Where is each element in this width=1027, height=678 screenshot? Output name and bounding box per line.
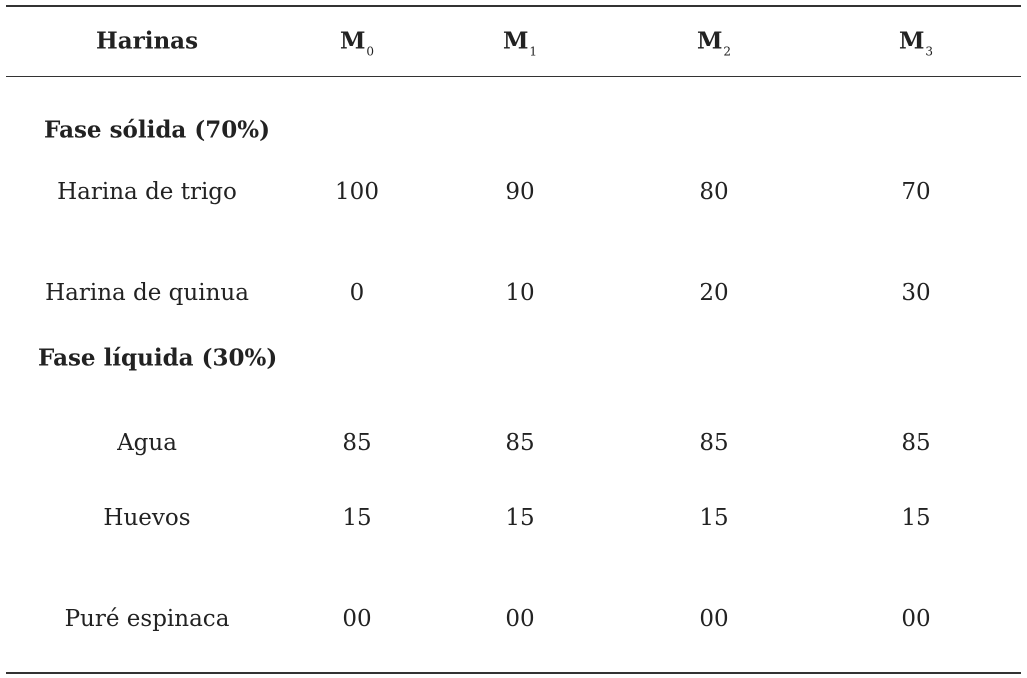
header-m3-subscript: 3 — [925, 44, 934, 59]
cell-m1: 90 — [505, 179, 535, 205]
cell-m3: 70 — [901, 179, 931, 205]
cell-m0: 100 — [335, 179, 379, 205]
row-label: Huevos — [103, 505, 191, 531]
header-m1: M1 — [503, 28, 537, 59]
row-label: Agua — [117, 430, 177, 456]
cell-m2: 20 — [699, 280, 729, 306]
cell-m0: 15 — [342, 505, 372, 531]
header-m1-letter: M — [502, 27, 529, 55]
row-label: Harina de quinua — [45, 280, 249, 306]
header-m0-subscript: 0 — [366, 44, 375, 59]
cell-m1: 85 — [505, 430, 535, 456]
header-m2: M2 — [697, 28, 731, 59]
cell-m2: 80 — [699, 179, 729, 205]
row-label: Harina de trigo — [57, 179, 237, 205]
header-m1-subscript: 1 — [529, 44, 538, 59]
header-m3-letter: M — [898, 27, 925, 55]
cell-m1: 00 — [505, 606, 535, 632]
header-m2-letter: M — [696, 27, 723, 55]
cell-m3: 85 — [901, 430, 931, 456]
cell-m1: 10 — [505, 280, 535, 306]
cell-m2: 85 — [699, 430, 729, 456]
row-label: Puré espinaca — [64, 606, 230, 632]
header-m3: M3 — [899, 28, 933, 59]
cell-m3: 30 — [901, 280, 931, 306]
table-top-rule — [6, 5, 1021, 7]
cell-m3: 00 — [901, 606, 931, 632]
cell-m3: 15 — [901, 505, 931, 531]
section-title-liquid-phase: Fase líquida (30%) — [38, 344, 278, 372]
header-m2-subscript: 2 — [723, 44, 732, 59]
cell-m2: 15 — [699, 505, 729, 531]
header-m0: M0 — [340, 28, 374, 59]
cell-m0: 00 — [342, 606, 372, 632]
cell-m0: 85 — [342, 430, 372, 456]
cell-m2: 00 — [699, 606, 729, 632]
header-harinas: Harinas — [95, 27, 199, 55]
table-header-rule — [6, 76, 1021, 78]
cell-m0: 0 — [349, 280, 365, 306]
table-bottom-rule — [6, 672, 1021, 674]
cell-m1: 15 — [505, 505, 535, 531]
header-m0-letter: M — [339, 27, 366, 55]
section-title-solid-phase: Fase sólida (70%) — [44, 116, 270, 144]
